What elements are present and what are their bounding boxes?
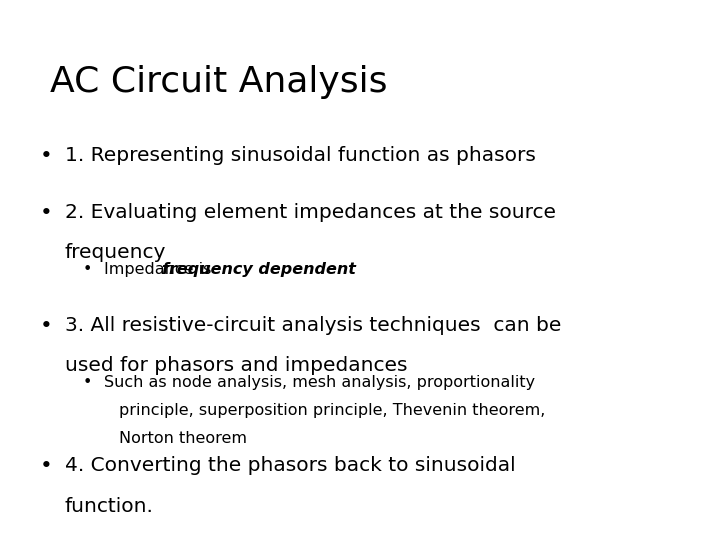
Text: •: • [83,262,92,277]
Text: •: • [40,456,53,476]
Text: •: • [83,375,92,390]
Text: frequency: frequency [65,243,166,262]
Text: Norton theorem: Norton theorem [119,431,247,447]
Text: frequency dependent: frequency dependent [163,262,356,277]
Text: AC Circuit Analysis: AC Circuit Analysis [50,65,388,99]
Text: Such as node analysis, mesh analysis, proportionality: Such as node analysis, mesh analysis, pr… [104,375,536,390]
Text: 2. Evaluating element impedances at the source: 2. Evaluating element impedances at the … [65,202,556,221]
Text: •: • [40,146,53,166]
Text: 4. Converting the phasors back to sinusoidal: 4. Converting the phasors back to sinuso… [65,456,516,475]
Text: •: • [40,316,53,336]
Text: function.: function. [65,497,153,516]
Text: Impedance is: Impedance is [104,262,217,277]
Text: used for phasors and impedances: used for phasors and impedances [65,356,408,375]
Text: principle, superposition principle, Thevenin theorem,: principle, superposition principle, Thev… [119,403,545,418]
Text: •: • [40,202,53,222]
Text: 3. All resistive-circuit analysis techniques  can be: 3. All resistive-circuit analysis techni… [65,316,561,335]
Text: 1. Representing sinusoidal function as phasors: 1. Representing sinusoidal function as p… [65,146,536,165]
